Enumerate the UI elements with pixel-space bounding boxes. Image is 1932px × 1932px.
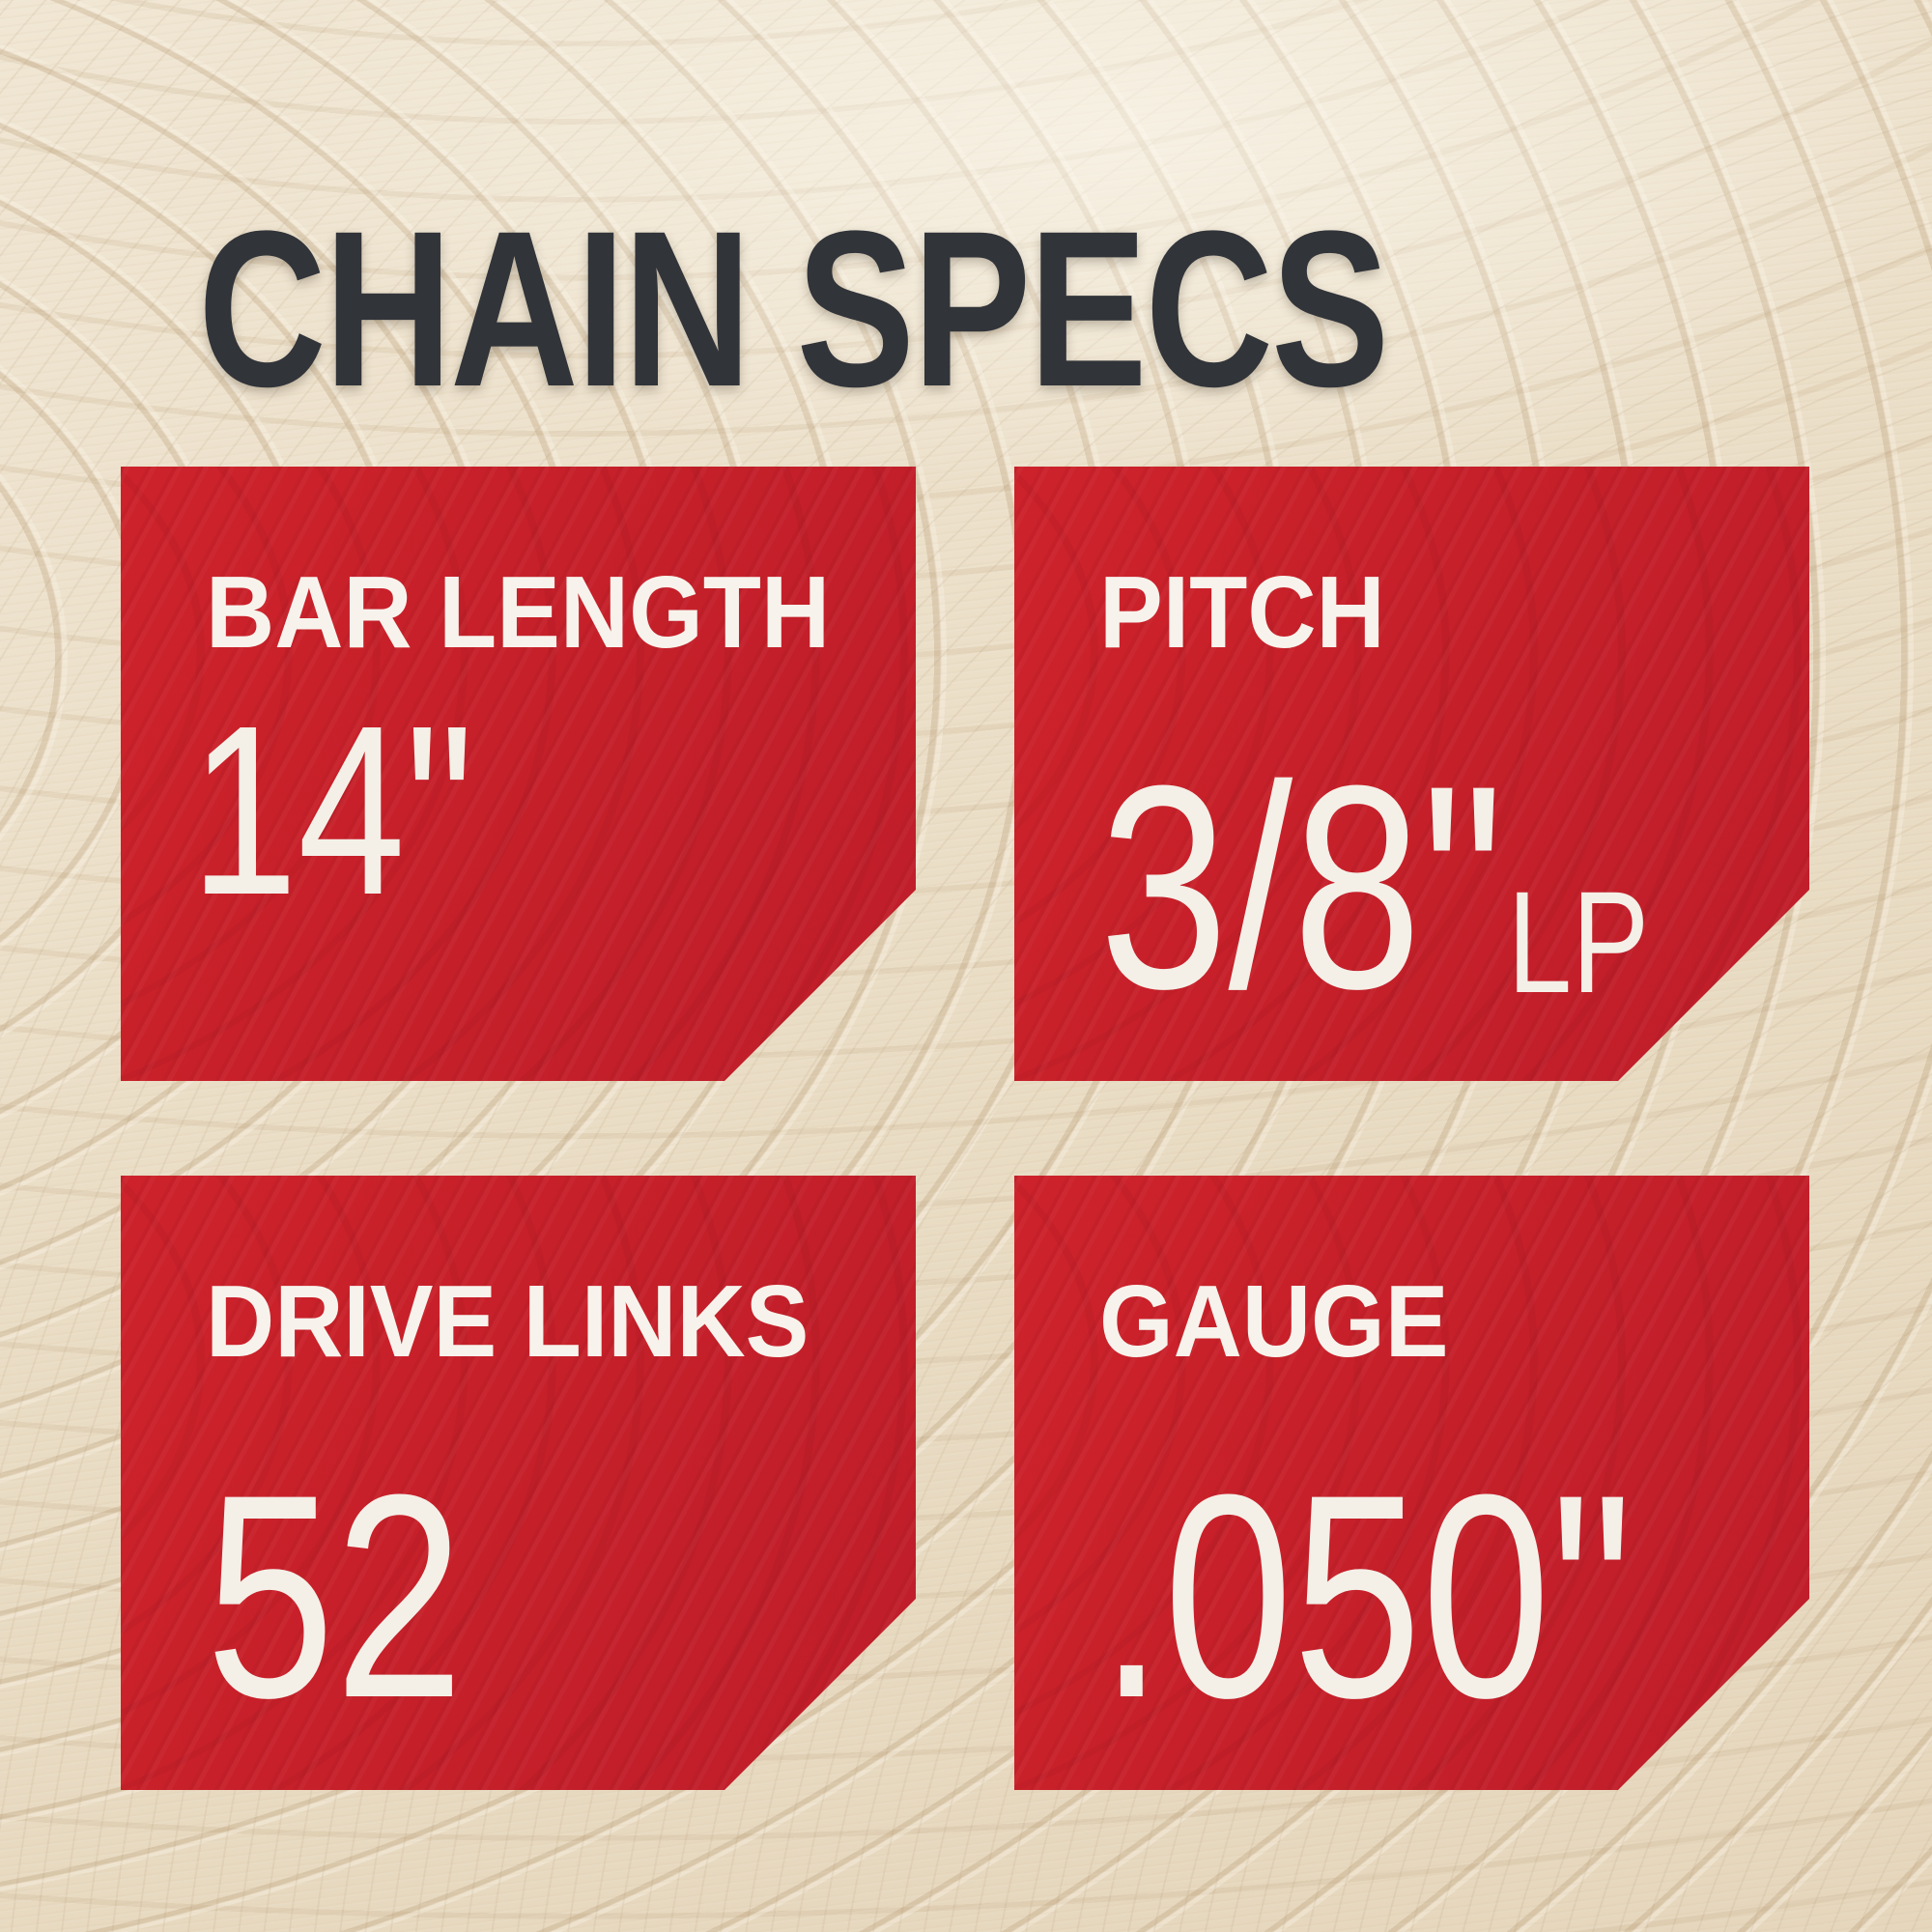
- specs-grid: BAR LENGTH 14" PITCH 3/8"LP DRIVE LINKS …: [121, 467, 1809, 1790]
- page-title: CHAIN SPECS: [198, 185, 1390, 433]
- spec-label-pitch: PITCH: [1099, 555, 1385, 669]
- spec-value-text: 3/8": [1099, 724, 1504, 1049]
- spec-value-bar-length: 14": [190, 690, 476, 931]
- spec-card-bar-length: BAR LENGTH 14": [121, 467, 916, 1081]
- spec-label-drive-links: DRIVE LINKS: [206, 1264, 810, 1378]
- spec-card-drive-links: DRIVE LINKS 52: [121, 1176, 916, 1790]
- spec-card-pitch: PITCH 3/8"LP: [1014, 467, 1809, 1081]
- spec-value-text: 14": [190, 675, 474, 945]
- spec-value-gauge: .050": [1099, 1451, 1636, 1741]
- spec-label-gauge: GAUGE: [1099, 1264, 1449, 1378]
- spec-card-gauge: GAUGE .050": [1014, 1176, 1809, 1790]
- spec-value-pitch: 3/8"LP: [1099, 742, 1649, 1032]
- spec-value-drive-links: 52: [206, 1451, 468, 1741]
- spec-value-text: 52: [206, 1434, 464, 1758]
- spec-value-suffix: LP: [1507, 860, 1650, 1023]
- spec-value-text: .050": [1099, 1434, 1634, 1758]
- spec-label-bar-length: BAR LENGTH: [206, 555, 831, 669]
